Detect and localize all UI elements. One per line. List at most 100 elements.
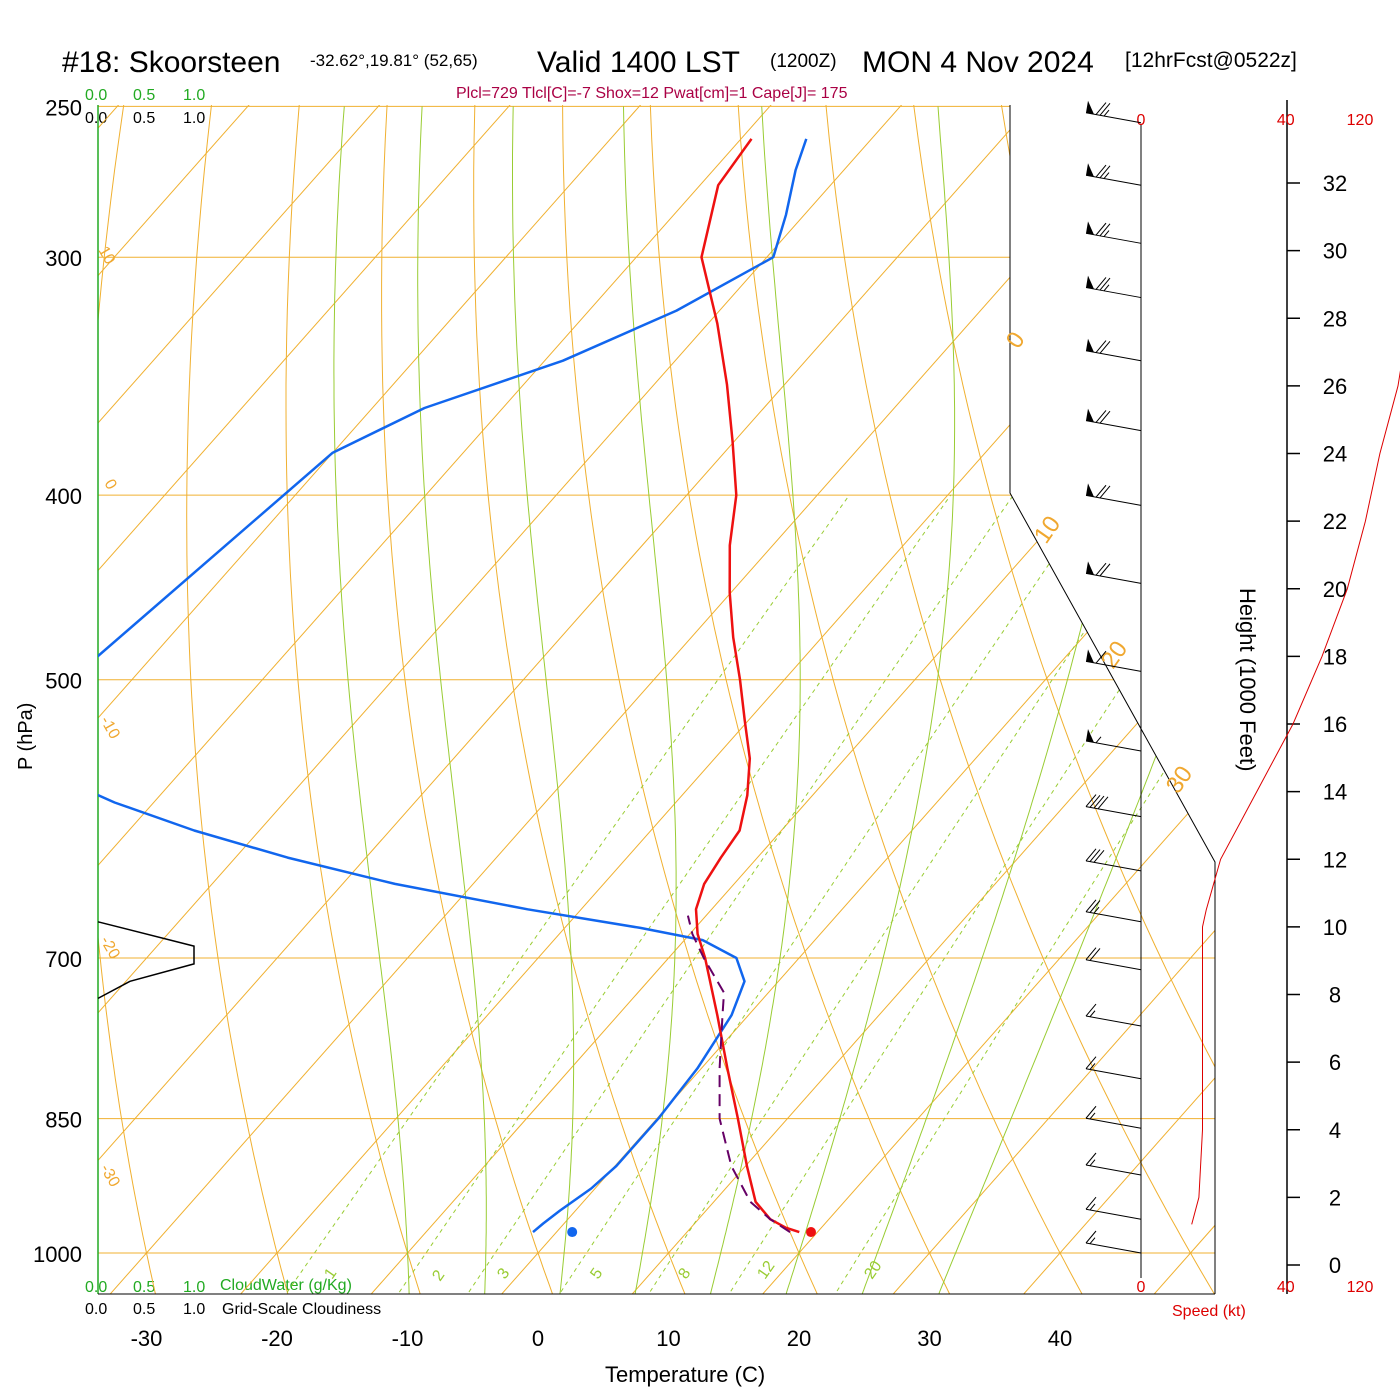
wind-barb-flag [1089,795,1101,808]
wind-barb [1085,1105,1142,1129]
wind-barb-flag [1097,796,1109,810]
height-tick-label: 22 [1323,509,1347,534]
isotherm-line [989,105,1215,1294]
isotherm-line [98,105,278,1294]
cloudiness-bottom-tick-1: 0.5 [133,1301,155,1318]
mixing-ratio-line [623,494,1177,1294]
isotherm-line [337,105,1215,1294]
temperature-tick-label: -30 [131,1326,163,1351]
moist-adiabat-line [773,106,956,1294]
wind-barb-staff [1085,112,1142,124]
wind-barb-half-flag [1089,1112,1096,1120]
isotherm-line [98,105,1061,1294]
forecast-label: [12hrFcst@0522z] [1125,49,1297,72]
sounding-profiles [98,138,808,1234]
height-tick-label: 28 [1323,306,1347,331]
wind-barb-flag [1089,948,1101,961]
wind-barb-staff [1085,860,1142,872]
wind-barb-half-flag [1095,736,1102,744]
cloudiness-label: Grid-Scale Cloudiness [222,1301,381,1318]
height-tick-label: 6 [1329,1050,1341,1075]
wind-barb-staff [1085,959,1142,971]
temperature-line [694,138,800,1234]
axis-ticks: 1 2 3 5 8 12 20100-10-20-300102030250300400500… [33,95,1374,1351]
pressure-tick-label: 400 [45,484,82,509]
zulu-time: (1200Z) [770,51,837,72]
temperature-tick-label: -20 [261,1326,293,1351]
thermo-background [98,105,1215,1294]
wind-barb-staff [1085,420,1142,432]
wind-barb-half-flag [1103,230,1110,237]
dry-adiabat-line [562,105,836,1294]
plot-right-boundary [1009,105,1216,1294]
wind-barb [1085,338,1142,362]
wind-barb [1085,163,1142,186]
cloudiness-line [97,921,195,1000]
wind-barb-staff [1085,174,1142,186]
height-tick-label: 0 [1329,1253,1341,1278]
isotherm-line [728,105,1215,1294]
wind-barb-flag [1095,277,1107,290]
wind-barb-half-flag [1089,1063,1096,1070]
wind-barb-half-flag [1089,1010,1096,1018]
wind-barb-staff [1085,660,1142,672]
wind-barb-flag [1089,900,1101,913]
wind-barb [1085,408,1142,432]
station-coords: -32.62°,19.81° (52,65) [310,51,478,70]
wind-barb-half-flag [1089,1159,1096,1167]
wind-barb [1085,728,1142,752]
dry-adiabat-line [186,105,299,1294]
wind-barb [1085,899,1142,923]
moist-adiabat-line [700,106,801,1294]
height-tick-label: 12 [1323,847,1347,872]
wind-barb-flag [1095,562,1107,576]
x-axis-label: Temperature (C) [605,1362,765,1387]
wind-barb-flag [1099,563,1111,577]
station-title: #18: Skoorsteen [62,46,280,79]
wind-panel [1085,100,1400,1278]
wind-barb-flag [1099,223,1111,237]
wind-barb-staff [1085,1068,1142,1080]
mixing-ratio-line [534,494,1097,1294]
wind-barb-pennant [1086,100,1094,115]
wind-barb-staff [1085,1242,1142,1254]
moist-adiabat-line [922,106,1215,1294]
cloud-scale-bottom: 0.0 0.5 1.0 CloudWater (g/Kg) 0.0 0.5 1.… [85,1277,381,1318]
wind-barb-flag [1095,102,1107,115]
wind-barb-pennant [1086,483,1094,497]
cloudwater-bottom-tick-1: 0.5 [133,1279,155,1296]
isotherm-label: 10 [95,244,119,268]
wind-barb-flag [1089,849,1101,862]
wind-barb-staff [1085,1015,1142,1027]
speed-tick-label-top: 120 [1347,112,1374,129]
mixing-ratio-label: 5 [587,1265,606,1282]
surface-dewpoint-marker [567,1227,578,1238]
pressure-tick-label: 700 [45,947,82,972]
temperature-tick-label: 10 [656,1326,680,1351]
temperature-tick-label: 0 [532,1326,544,1351]
isotherm-label: -30 [97,1162,123,1191]
wind-barb-staff [1085,1208,1142,1220]
wind-barb-flag [1093,795,1105,809]
mixing-ratio-line [441,494,1014,1294]
dry-adiabat-line [909,105,1215,1294]
wind-barb-staff [1085,1164,1142,1176]
wind-barb-flag [1095,410,1107,423]
cloudwater-tick-1: 0.5 [133,87,155,104]
wind-barb-half-flag [1103,109,1110,117]
cloudiness-tick-2: 1.0 [183,110,205,127]
surface-markers [567,1227,817,1238]
wind-barb-flag [1095,340,1107,353]
height-tick-label: 24 [1323,442,1347,467]
isotherm-label: 0 [101,477,120,493]
wind-barb-pennant [1086,163,1094,177]
isotherm-line [98,105,1192,1294]
wind-barb [1085,1152,1142,1176]
pressure-tick-label: 850 [45,1108,82,1133]
wind-barb-flag [1099,410,1111,424]
wind-barb-staff [1085,572,1142,584]
wind-barb-half-flag [1103,172,1110,179]
pressure-tick-label: 1000 [33,1242,82,1267]
cloudiness-tick-0: 0.0 [85,110,107,127]
wind-barb-half-flag [1089,1203,1096,1211]
